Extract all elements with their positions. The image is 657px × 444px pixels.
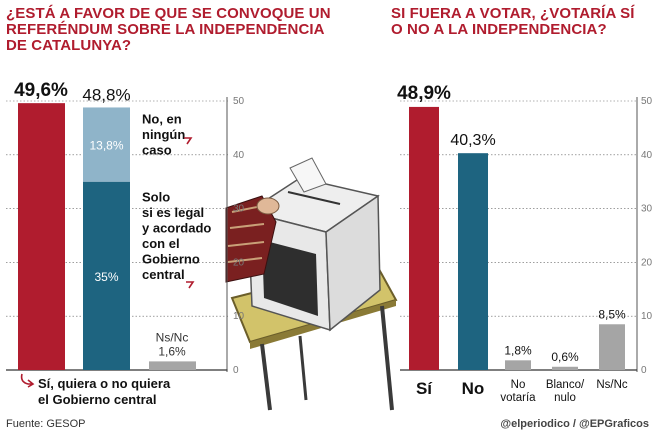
- right-bar-0: [409, 106, 439, 370]
- right-bar-2: [505, 360, 531, 370]
- left-bar-nsnc-value: 1,6%: [158, 344, 186, 358]
- left-annotation-0-line-0: Solo: [142, 190, 170, 205]
- left-annotation-0-line-3: con el: [142, 236, 180, 251]
- left-annotation-1-line-2: caso: [142, 142, 172, 157]
- left-bar-si-label: 49,6%: [14, 80, 68, 101]
- left-y-tick-10: 10: [233, 311, 245, 322]
- left-annotation-0-line-2: y acordado: [142, 221, 211, 236]
- right-y-tick-50: 50: [641, 96, 653, 107]
- left-bar-nsnc: [149, 361, 196, 370]
- left-bar-no-label: 48,8%: [82, 85, 130, 104]
- left-y-tick-50: 50: [233, 96, 245, 107]
- left-y-tick-40: 40: [233, 150, 245, 161]
- left-bar-si: [18, 103, 65, 370]
- right-bar-chart: 0102030405048,9%Sí40,3%No1,8%Novotaría0,…: [397, 83, 652, 404]
- source-label: Fuente: GESOP: [6, 418, 86, 430]
- right-category-2-line-0: No: [511, 379, 526, 391]
- right-bar-1: [458, 153, 488, 370]
- left-footnote-arrow: [20, 373, 35, 388]
- left-annotation-0-line-1: si es legal: [142, 205, 204, 220]
- left-bar-nsnc-label: Ns/Nc: [156, 330, 189, 344]
- left-y-tick-30: 30: [233, 204, 245, 215]
- right-bar-3: [552, 366, 578, 370]
- left-bar-no-segment-0: [83, 181, 130, 370]
- right-bar-label-3: 0,6%: [551, 350, 579, 364]
- left-annotation-0-line-5: central: [142, 267, 185, 282]
- right-bar-label-4: 8,5%: [598, 307, 626, 321]
- right-y-tick-20: 20: [641, 257, 653, 268]
- right-y-tick-0: 0: [641, 365, 647, 376]
- left-annotation-1-line-0: No, en: [142, 111, 182, 126]
- left-bar-no-segment-label-1: 13,8%: [89, 139, 123, 153]
- right-category-1-line-0: No: [462, 379, 485, 398]
- right-bar-label-0: 48,9%: [397, 83, 451, 104]
- right-bar-label-2: 1,8%: [504, 343, 532, 357]
- left-footnote-line-0: Sí, quiera o no quiera: [38, 376, 171, 391]
- left-y-tick-20: 20: [233, 257, 245, 268]
- right-category-2-line-1: votaría: [500, 392, 536, 404]
- ballot-box-illustration: [225, 157, 398, 411]
- left-bar-no-segment-1: [83, 107, 130, 182]
- right-category-0-line-0: Sí: [416, 379, 433, 398]
- right-y-tick-10: 10: [641, 311, 653, 322]
- left-annotation-connector-1: [186, 281, 195, 289]
- left-footnote-line-1: el Gobierno central: [38, 392, 156, 407]
- right-category-3-line-0: Blanco/: [546, 379, 585, 391]
- left-annotation-1-line-1: ningún: [142, 127, 185, 142]
- right-bar-label-1: 40,3%: [450, 132, 495, 149]
- right-category-3-line-1: nulo: [554, 392, 576, 404]
- right-y-tick-40: 40: [641, 150, 653, 161]
- right-chart-title: SI FUERA A VOTAR, ¿VOTARÍA SÍ O NO A LA …: [391, 5, 635, 38]
- left-bar-no-segment-label-0: 35%: [94, 270, 118, 284]
- left-annotation-0-line-4: Gobierno: [142, 252, 200, 267]
- left-chart-title: ¿ESTÁ A FAVOR DE QUE SE CONVOQUE UN REFE…: [6, 5, 331, 54]
- right-y-tick-30: 30: [641, 204, 653, 215]
- right-category-4-line-0: Ns/Nc: [596, 379, 628, 391]
- left-y-tick-0: 0: [233, 365, 239, 376]
- credit-label: @elperiodico / @EPGraficos: [500, 418, 649, 430]
- left-annotation-connector-0: [184, 137, 193, 145]
- right-bar-4: [599, 324, 625, 370]
